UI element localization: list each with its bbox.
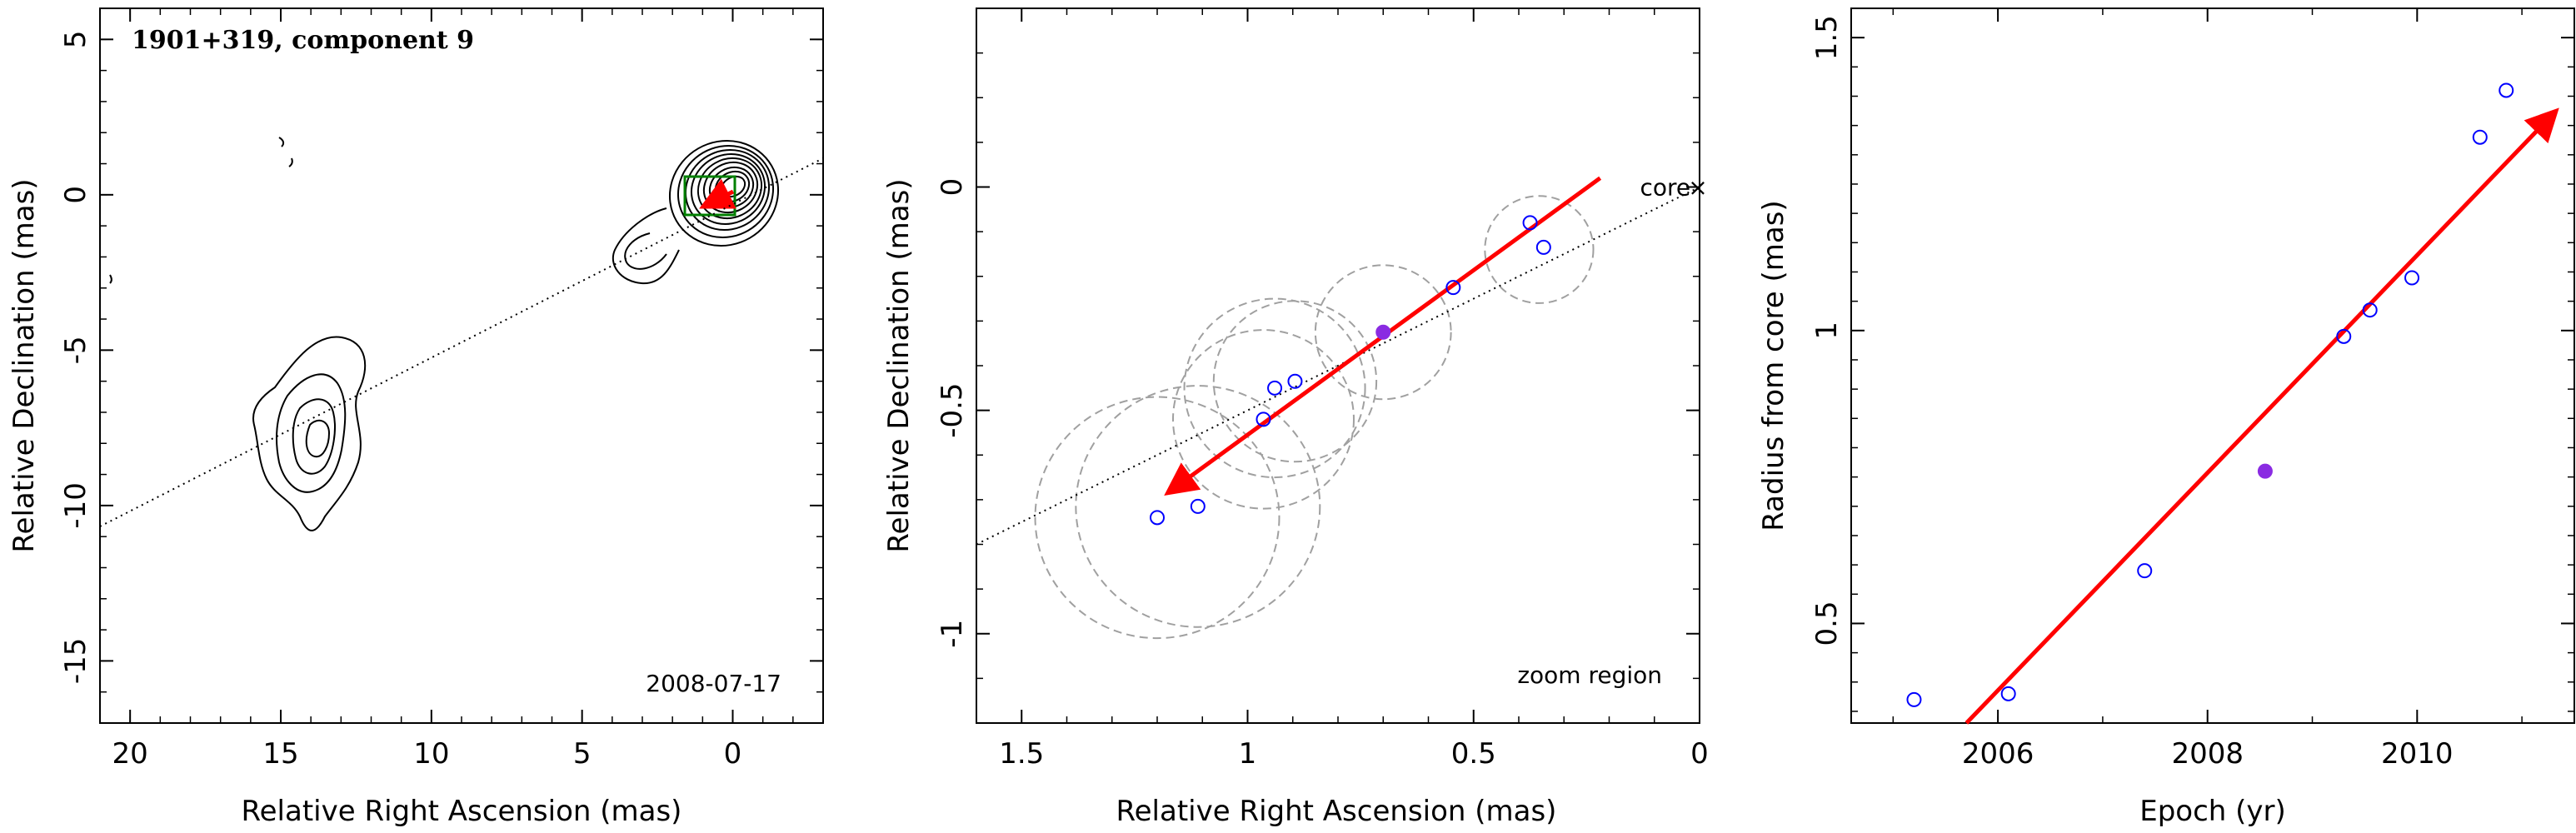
x-tick-label: 2010 bbox=[2381, 737, 2454, 771]
jet-contours bbox=[109, 137, 367, 531]
y-tick-label: -10 bbox=[59, 482, 92, 529]
core-contours bbox=[612, 139, 780, 285]
y-tick-label: -15 bbox=[59, 638, 92, 685]
panel1-title: 1901+319, component 9 bbox=[132, 26, 474, 55]
panel3-ylabel: Radius from core (mas) bbox=[1757, 200, 1790, 531]
data-point bbox=[1535, 239, 1551, 255]
radius-panel: 2006 2008 2010 0.5 1 1.5 Epoch (yr) Radius fr… bbox=[1757, 7, 2575, 828]
error-circle bbox=[1484, 195, 1595, 304]
data-point bbox=[1287, 373, 1303, 389]
zoom-region-label: zoom region bbox=[1517, 661, 1662, 689]
panel3-points bbox=[1906, 82, 2514, 707]
x-tick-label: 0.5 bbox=[1451, 737, 1496, 771]
panel2-ylabel: Relative Declination (mas) bbox=[882, 178, 916, 552]
data-point bbox=[2472, 129, 2488, 145]
error-circle bbox=[1314, 264, 1452, 401]
panel2-trajectory-line bbox=[976, 186, 1700, 546]
panel1-trajectory-line bbox=[99, 157, 824, 527]
error-circle bbox=[1034, 396, 1281, 640]
y-tick-label: -1 bbox=[936, 620, 969, 648]
data-point bbox=[1256, 412, 1271, 427]
core-marker: × bbox=[1688, 174, 1707, 202]
radius-fit-arrow bbox=[1964, 107, 2559, 725]
error-circle bbox=[1075, 385, 1321, 628]
component-marker bbox=[683, 175, 736, 217]
data-point bbox=[2404, 270, 2420, 286]
data-point bbox=[2137, 563, 2153, 579]
x-tick-label: 0 bbox=[1690, 737, 1709, 771]
data-point bbox=[1267, 380, 1283, 396]
panel1-xlabel: Relative Right Ascension (mas) bbox=[242, 795, 682, 828]
y-tick-label: 1.5 bbox=[1810, 15, 1844, 60]
error-circle bbox=[1212, 300, 1378, 463]
panel2-ticks: 1.5 1 0.5 0 0 -0.5 -1 bbox=[936, 7, 1709, 771]
y-tick-label: 1 bbox=[1810, 322, 1844, 340]
x-tick-label: 10 bbox=[413, 737, 449, 771]
panel2-xlabel: Relative Right Ascension (mas) bbox=[1116, 795, 1557, 828]
x-tick-label: 5 bbox=[573, 737, 592, 771]
contour-panel: 20 15 10 5 0 5 0 -5 -10 -15 bbox=[7, 7, 824, 828]
panel2-points bbox=[1150, 215, 1551, 526]
x-tick-label: 1 bbox=[1239, 737, 1257, 771]
panel3-ticks: 2006 2008 2010 0.5 1 1.5 bbox=[1810, 8, 2574, 771]
panel2-circles bbox=[1034, 195, 1595, 640]
panel1-ticks: 20 15 10 5 0 5 0 -5 -10 -15 bbox=[59, 7, 823, 771]
error-circle bbox=[1171, 329, 1355, 510]
panel1-frame bbox=[99, 7, 824, 724]
data-point bbox=[1150, 510, 1165, 526]
y-tick-label: 0 bbox=[59, 186, 92, 204]
x-tick-label: 2008 bbox=[2171, 737, 2244, 771]
x-tick-label: 0 bbox=[724, 737, 742, 771]
panel1-date: 2008-07-17 bbox=[646, 670, 781, 697]
x-tick-label: 2006 bbox=[1962, 737, 2034, 771]
panel3-frame bbox=[1850, 7, 2575, 724]
data-point bbox=[2362, 302, 2378, 318]
y-tick-label: -5 bbox=[59, 336, 92, 364]
zoom-panel: 1.5 1 0.5 0 0 -0.5 -1 core × zoom region Relat… bbox=[882, 7, 1709, 828]
y-tick-label: 5 bbox=[59, 30, 92, 48]
data-point bbox=[1906, 691, 1922, 707]
data-point bbox=[2000, 686, 2016, 701]
current-epoch-point bbox=[2257, 463, 2273, 479]
data-point bbox=[2499, 82, 2514, 98]
y-tick-label: 0.5 bbox=[1810, 601, 1844, 646]
core-label: core bbox=[1640, 174, 1690, 202]
panel1-ylabel: Relative Declination (mas) bbox=[7, 178, 41, 552]
error-circle bbox=[1183, 297, 1366, 479]
x-tick-label: 20 bbox=[112, 737, 148, 771]
y-tick-label: 0 bbox=[936, 178, 969, 197]
current-epoch-point bbox=[1375, 324, 1391, 340]
data-point bbox=[1522, 215, 1538, 231]
data-point bbox=[1445, 280, 1461, 296]
x-tick-label: 1.5 bbox=[999, 737, 1044, 771]
data-point bbox=[2336, 328, 2352, 344]
data-point bbox=[1190, 498, 1206, 514]
panel1-contours bbox=[109, 137, 780, 531]
y-tick-label: -0.5 bbox=[936, 382, 969, 437]
panel3-xlabel: Epoch (yr) bbox=[2139, 795, 2286, 828]
x-tick-label: 15 bbox=[262, 737, 298, 771]
